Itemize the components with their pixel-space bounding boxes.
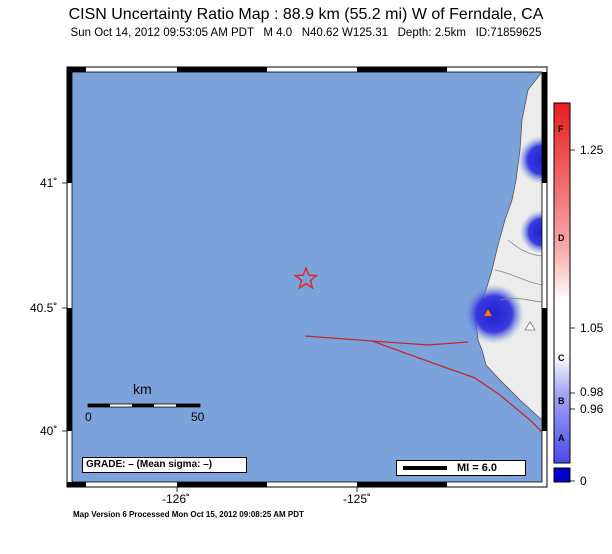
colorbar (553, 102, 571, 464)
map-footer: Map Version 6 Processed Mon Oct 15, 2012… (73, 510, 304, 519)
lon-label-126: -126˚ (162, 492, 191, 506)
colorbar-value: 1.05 (580, 321, 604, 335)
mi-legend: MI = 6.0 (396, 460, 526, 476)
colorbar-letter-f: F (558, 124, 564, 134)
colorbar-value: 0.98 (580, 385, 604, 399)
map-title: CISN Uncertainty Ratio Map : 88.9 km (55… (68, 6, 544, 23)
colorbar-value: 0 (580, 474, 587, 488)
mi-legend-line (403, 466, 447, 470)
colorbar-value: 0.96 (580, 402, 604, 416)
mi-legend-label: MI = 6.0 (457, 462, 498, 474)
uncertainty-blob (518, 136, 542, 184)
colorbar-zero-swatch (553, 467, 571, 483)
fault-line (304, 335, 469, 346)
uncertainty-blob (464, 284, 524, 344)
colorbar-letter-d: D (558, 233, 565, 243)
river (507, 239, 542, 257)
scale-start-label: 0 (85, 410, 92, 424)
lon-label-125: -125˚ (343, 492, 372, 506)
map-frame (66, 66, 548, 488)
uncertainty-blob (520, 210, 542, 254)
colorbar-letter-a: A (558, 433, 565, 443)
station-triangle-icon (524, 321, 536, 331)
frame-ticks (67, 67, 547, 487)
fault-line (371, 340, 542, 433)
map-subtitle: Sun Oct 14, 2012 09:53:05 AM PDT M 4.0 N… (70, 27, 542, 39)
station-triangle-icon (483, 308, 493, 317)
scale-end-label: 50 (191, 410, 205, 424)
lat-label-40-5: 40.5˚ (30, 301, 58, 315)
colorbar-letter-b: B (558, 396, 565, 406)
lat-label-41: 41˚ (40, 176, 58, 190)
grade-box: GRADE: – (Mean sigma: –) (82, 457, 247, 473)
river (499, 297, 542, 303)
river (494, 269, 542, 286)
colorbar-letter-c: C (558, 353, 565, 363)
ocean-area (72, 72, 542, 482)
scale-bar (87, 403, 201, 408)
epicenter-star-icon (293, 265, 319, 290)
scale-unit-label: km (133, 381, 152, 397)
lat-label-40: 40˚ (40, 424, 58, 438)
colorbar-value: 1.25 (580, 143, 604, 157)
